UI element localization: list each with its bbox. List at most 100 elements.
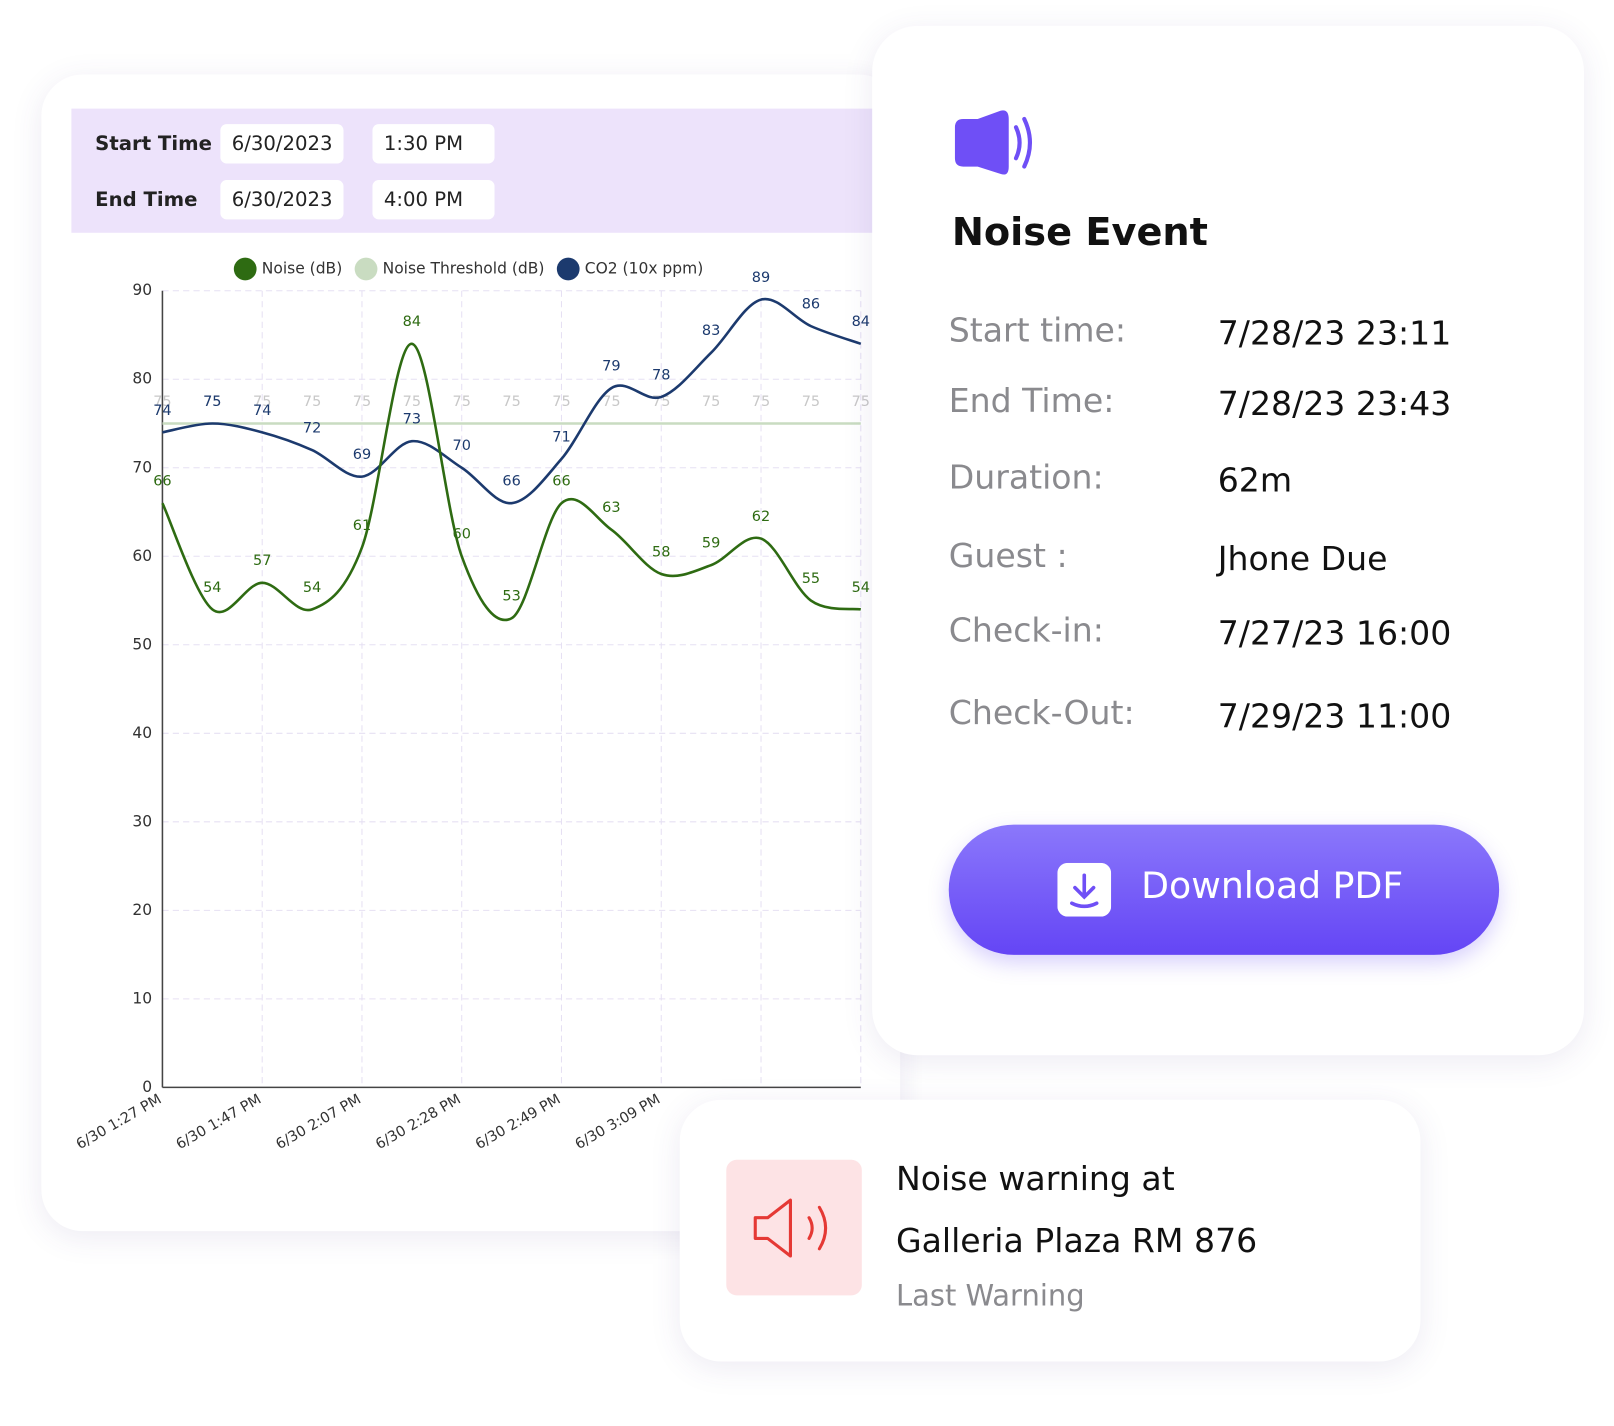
y-tick-label: 40: [132, 724, 152, 742]
legend-label: Noise (dB): [262, 259, 343, 277]
y-tick-label: 20: [132, 901, 152, 919]
y-tick-label: 60: [132, 547, 152, 565]
x-tick-label: 6/30 2:07 PM: [273, 1091, 364, 1153]
y-tick-label: 80: [132, 370, 152, 388]
data-label: 75: [502, 394, 520, 410]
data-label: 61: [353, 518, 371, 534]
button-label: Download PDF: [1141, 865, 1404, 908]
row-label: Duration:: [948, 457, 1104, 497]
data-label: 83: [702, 323, 720, 339]
row-label: Check-in:: [948, 610, 1104, 650]
data-label: 86: [802, 297, 820, 313]
data-label: 89: [752, 270, 770, 286]
warning-icon-bg: [726, 1159, 862, 1296]
start-time[interactable]: 1:30 PM: [372, 124, 495, 164]
x-tick-label: 6/30 3:09 PM: [573, 1091, 664, 1153]
y-tick-label: 90: [132, 281, 152, 299]
row-value: 7/28/23 23:43: [1217, 383, 1452, 424]
data-label: 75: [552, 394, 570, 410]
legend-label: CO2 (10x ppm): [585, 259, 704, 277]
data-label: 66: [552, 474, 570, 490]
y-tick-label: 70: [132, 458, 152, 476]
data-label: 74: [153, 403, 171, 419]
y-tick-label: 30: [132, 812, 152, 830]
event-title: Noise Event: [951, 210, 1208, 255]
y-tick-label: 50: [132, 635, 152, 653]
legend-swatch: [354, 257, 378, 281]
data-label: 72: [303, 420, 321, 436]
start-date[interactable]: 6/30/2023: [220, 124, 344, 164]
data-label: 75: [453, 394, 471, 410]
data-label: 55: [802, 571, 820, 587]
chart: 0 10 20 30 40 50 60 70 80 90 6/30 1:27 PM 6/30 1:47…: [74, 257, 870, 1153]
start-label: Start Time: [95, 132, 212, 156]
filter-bar: Start Time 6/30/2023 1:30 PM End Time 6/…: [71, 108, 874, 233]
x-tick-label: 6/30 2:49 PM: [473, 1091, 564, 1153]
warning-line1: Noise warning at: [895, 1158, 1175, 1199]
data-label: 62: [752, 509, 770, 525]
data-label: 69: [353, 447, 371, 463]
data-label: 70: [453, 438, 471, 454]
data-label: 75: [203, 394, 221, 410]
data-label: 60: [453, 527, 471, 543]
end-time[interactable]: 4:00 PM: [372, 180, 495, 220]
data-label: 57: [253, 553, 271, 569]
series-line: [161, 342, 862, 622]
data-label: 73: [403, 412, 421, 428]
data-label: 79: [602, 359, 620, 375]
data-label: 75: [602, 394, 620, 410]
speaker-icon: [954, 110, 1033, 175]
legend-swatch: [233, 257, 257, 281]
row-label: End Time:: [948, 380, 1115, 421]
data-label: 54: [852, 580, 870, 596]
chart-card: [41, 74, 901, 1232]
warning-icon: [753, 1198, 828, 1258]
x-tick-label: 6/30 1:47 PM: [174, 1091, 265, 1153]
data-label: 58: [652, 544, 670, 560]
data-label: 75: [403, 394, 421, 410]
data-label: 84: [403, 314, 421, 330]
legend-swatch: [556, 257, 580, 281]
data-label: 75: [203, 394, 221, 410]
x-tick-label: 6/30 2:28 PM: [373, 1091, 464, 1153]
x-tick-label: 6/30 1:27 PM: [74, 1091, 165, 1153]
row-label: Check-Out:: [948, 693, 1135, 733]
y-tick-label: 0: [142, 1078, 152, 1096]
warning-card: Noise warning at Galleria Plaza RM 876 L…: [679, 1099, 1421, 1362]
event-card: Noise Event Download PDF Start time: 7/28…: [872, 25, 1584, 1056]
data-label: 78: [652, 367, 670, 383]
data-label: 74: [253, 403, 271, 419]
data-label: 75: [153, 394, 171, 410]
row-label: Start time:: [948, 310, 1127, 350]
data-label: 54: [303, 580, 321, 596]
row-value: 7/28/23 23:11: [1217, 313, 1452, 353]
end-date[interactable]: 6/30/2023: [220, 180, 344, 220]
row-value: 7/27/23 16:00: [1217, 613, 1452, 653]
row-value: 62m: [1217, 460, 1293, 500]
data-label: 84: [852, 314, 870, 330]
data-label: 63: [602, 500, 620, 516]
series-line: [162, 297, 862, 505]
legend-label: Noise Threshold (dB): [383, 259, 545, 277]
download-button[interactable]: Download PDF: [948, 824, 1500, 955]
row-value: Jhone Due: [1217, 539, 1388, 579]
data-label: 71: [552, 429, 570, 445]
data-label: 75: [253, 394, 271, 410]
download-icon: [1057, 862, 1112, 917]
data-label: 75: [752, 394, 770, 410]
end-label: End Time: [95, 188, 198, 212]
data-label: 75: [852, 394, 870, 410]
data-label: 75: [802, 394, 820, 410]
data-label: 59: [702, 536, 720, 552]
data-label: 75: [353, 394, 371, 410]
data-label: 54: [203, 580, 221, 596]
data-label: 66: [502, 474, 520, 490]
data-label: 66: [153, 474, 171, 490]
row-label: Guest :: [948, 535, 1068, 576]
row-value: 7/29/23 11:00: [1217, 696, 1452, 736]
data-label: 75: [702, 394, 720, 410]
warning-line2: Galleria Plaza RM 876: [895, 1220, 1258, 1261]
y-tick-label: 10: [132, 989, 152, 1007]
